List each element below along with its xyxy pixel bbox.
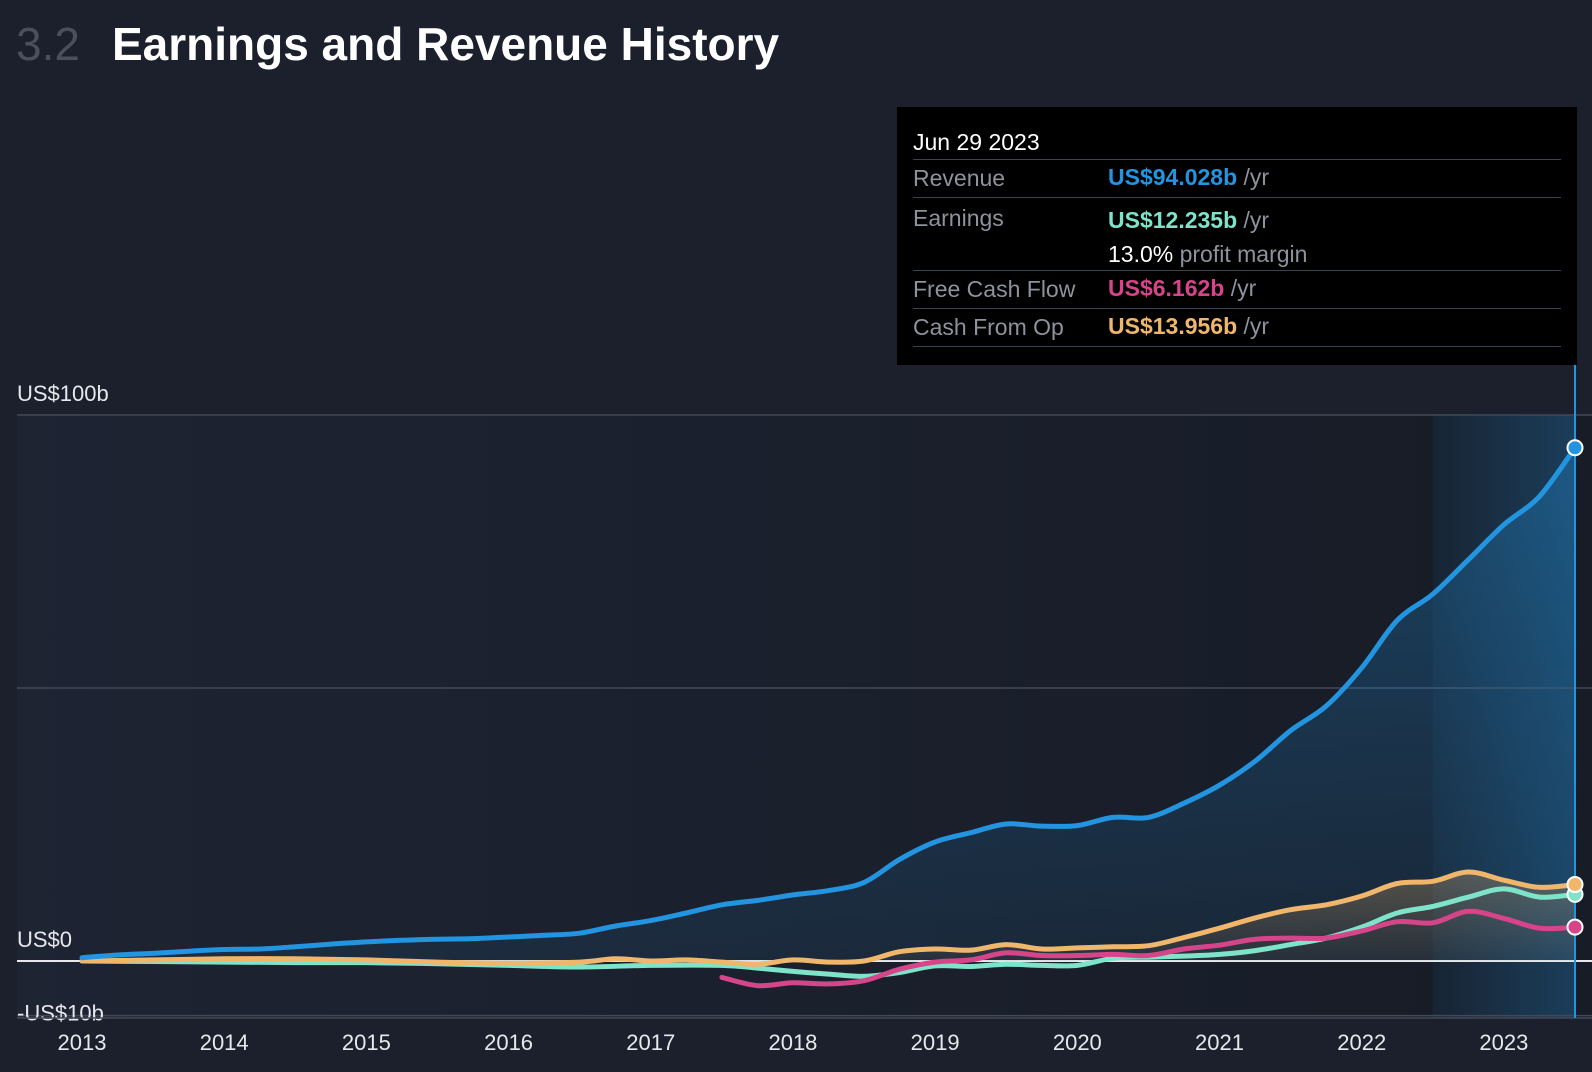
x-tick-label: 2021 [1195,1030,1244,1055]
page-title: Earnings and Revenue History [111,18,780,70]
tooltip-unit: /yr [1243,207,1270,233]
tooltip-label: Free Cash Flow [913,276,1076,302]
tooltip-value: US$94.028b [1108,163,1238,190]
tooltip-row-earnings: Earnings US$12.235b /yr 13.0% profit mar… [913,198,1561,271]
x-tick-label: 2016 [484,1030,533,1055]
x-tick-label: 2023 [1479,1030,1528,1055]
y-tick-label: US$0 [17,927,72,952]
cfo-area [82,871,1575,965]
x-tick-label: 2020 [1053,1030,1102,1055]
tooltip-row-revenue: Revenue US$94.028b /yr [913,160,1561,198]
chart-tooltip: Jun 29 2023 Revenue US$94.028b /yr Earni… [897,107,1577,365]
tooltip-value: US$6.162b [1108,274,1225,301]
cfo-line [79,869,1578,967]
section-heading: 3.2 Earnings and Revenue History [16,12,779,76]
x-tick-label: 2013 [58,1030,107,1055]
y-tick-label: US$100b [17,381,109,406]
tooltip-unit: /yr [1230,274,1257,301]
revenue-end-marker [1566,439,1584,457]
tooltip-value: US$13.956b [1108,312,1238,339]
revenue-area [82,447,1575,961]
x-tick-label: 2019 [911,1030,960,1055]
tooltip-label: Revenue [913,165,1006,191]
tooltip-unit: /yr [1243,163,1270,190]
revenue-line [79,445,1578,961]
fcf-line [719,908,1578,989]
tooltip-value: US$12.235b [1108,207,1238,233]
x-tick-label: 2017 [626,1030,675,1055]
tooltip-label: Earnings [913,205,1004,231]
tooltip-row-cfo: Cash From Op US$13.956b /yr [913,309,1561,347]
x-tick-label: 2014 [200,1030,249,1055]
y-tick-label: -US$10b [17,1001,104,1026]
profit-margin-value: 13.0% [1108,241,1174,267]
tooltip-row-fcf: Free Cash Flow US$6.162b /yr [913,271,1561,309]
profit-margin-label: profit margin [1179,241,1308,267]
tooltip-unit: /yr [1243,312,1270,339]
tooltip-date: Jun 29 2023 [913,125,1561,160]
x-tick-label: 2018 [768,1030,817,1055]
x-tick-label: 2022 [1337,1030,1386,1055]
fcf-end-marker [1566,918,1584,936]
section-number: 3.2 [16,18,80,70]
x-tick-label: 2015 [342,1030,391,1055]
tooltip-label: Cash From Op [913,314,1064,340]
cfo-end-marker [1566,876,1584,894]
